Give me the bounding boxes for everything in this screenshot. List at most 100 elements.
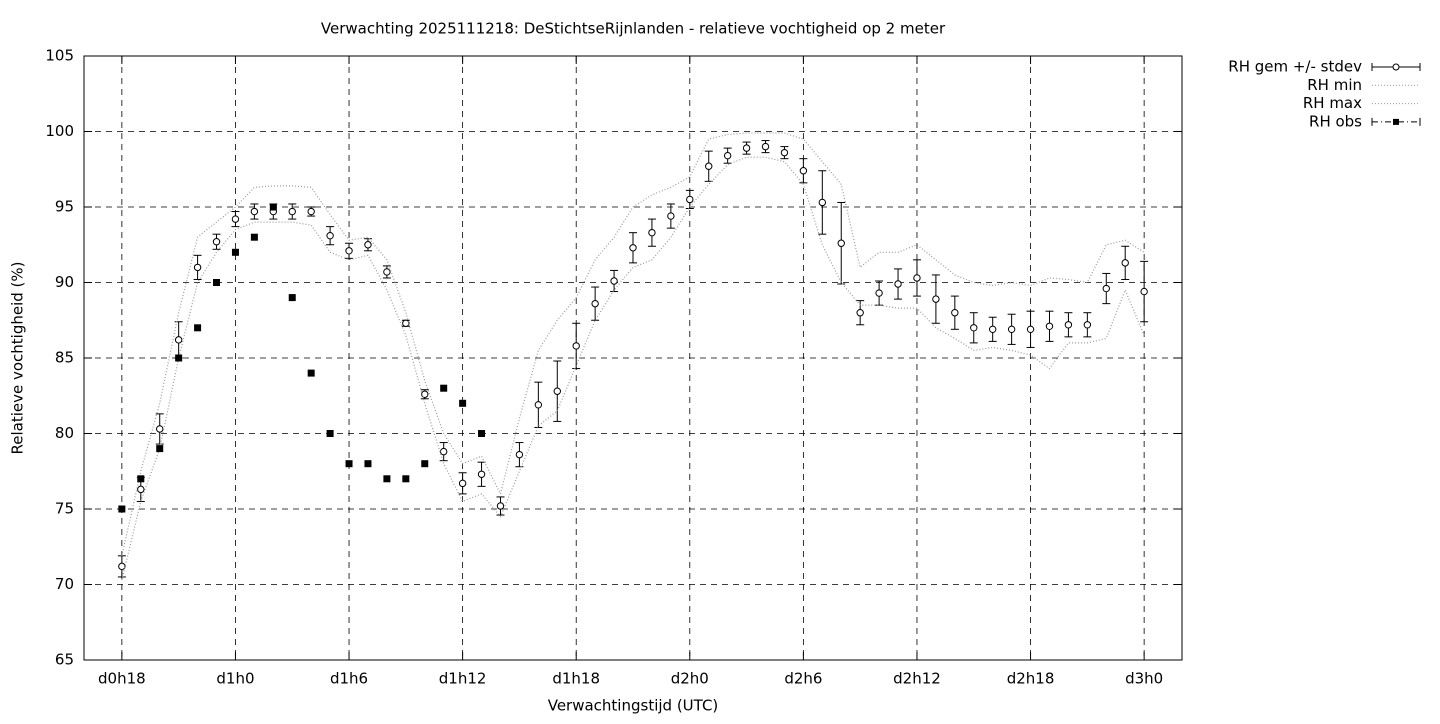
point (932, 295, 940, 303)
chart-title: Verwachting 2025111218: DeStichtseRijnla… (321, 20, 946, 38)
point (174, 336, 183, 344)
x-tick-label: d1h6 (330, 670, 368, 688)
point (440, 384, 448, 392)
x-tick-label: d2h18 (1007, 670, 1055, 688)
point (799, 167, 808, 175)
point (572, 342, 580, 350)
point (364, 460, 372, 468)
point (667, 212, 675, 220)
point (250, 207, 259, 216)
x-tick-label: d3h0 (1125, 670, 1163, 688)
point (118, 562, 126, 571)
point (383, 475, 391, 483)
point (421, 390, 429, 398)
point (288, 207, 296, 216)
x-tick-label: d1h0 (216, 670, 254, 688)
point (477, 470, 486, 478)
point (478, 430, 486, 437)
point (723, 151, 732, 160)
x-tick-label: d0h18 (98, 670, 146, 688)
y-tick-label: 80 (55, 424, 74, 442)
point (231, 215, 240, 223)
point (307, 207, 315, 216)
y-tick-label: 95 (55, 198, 74, 216)
point (780, 148, 789, 157)
y-axis-label: Relatieve vochtigheid (%) (9, 261, 27, 454)
y-tick-label: 65 (55, 651, 74, 669)
point (1007, 325, 1016, 334)
point (402, 319, 410, 327)
point (194, 324, 202, 332)
y-tick-label: 100 (45, 122, 74, 140)
point (193, 263, 202, 272)
legend-label: RH min (1307, 76, 1362, 94)
x-axis-label: Verwachtingstijd (UTC) (548, 697, 719, 715)
point (515, 450, 524, 459)
point (364, 241, 372, 249)
point (250, 233, 258, 241)
point (402, 475, 410, 483)
point (1140, 287, 1148, 296)
point (988, 325, 997, 334)
legend-label: RH max (1303, 94, 1362, 112)
point (156, 445, 164, 453)
point (137, 475, 145, 483)
point (118, 505, 126, 513)
point (970, 324, 978, 332)
point (288, 294, 296, 302)
x-tick-label: d2h12 (893, 670, 941, 688)
point (742, 144, 751, 152)
point (212, 238, 221, 246)
point (496, 502, 505, 510)
point (1121, 259, 1129, 267)
point (913, 274, 921, 282)
point (648, 228, 656, 237)
x-tick-label: d1h18 (552, 670, 600, 688)
point (1045, 322, 1054, 330)
point (421, 460, 429, 468)
legend-label: RH obs (1309, 112, 1362, 130)
point (553, 387, 561, 395)
plot-frame (83, 55, 1183, 661)
point (894, 280, 902, 288)
legend-sample (1392, 63, 1400, 71)
point (1083, 321, 1092, 329)
legend-label: RH gem +/- stdev (1228, 58, 1362, 76)
point (1064, 321, 1073, 329)
point (175, 354, 183, 362)
point (1102, 284, 1110, 293)
line (121, 132, 1145, 556)
point (856, 309, 864, 317)
point (1026, 325, 1035, 334)
point (459, 399, 467, 407)
x-tick-label: d1h12 (439, 670, 487, 688)
point (629, 244, 637, 252)
point (345, 247, 353, 255)
legend-sample (1393, 118, 1399, 125)
x-tick-label: d2h6 (784, 670, 822, 688)
point (686, 195, 694, 204)
y-tick-label: 85 (55, 349, 74, 367)
point (269, 203, 277, 211)
point (705, 162, 713, 170)
point (818, 198, 827, 207)
point (534, 401, 543, 409)
y-tick-label: 70 (55, 575, 74, 593)
point (326, 231, 334, 240)
point (761, 142, 770, 151)
x-tick-label: d2h0 (671, 670, 709, 688)
point (213, 279, 221, 286)
y-tick-label: 75 (55, 500, 74, 518)
point (156, 425, 164, 433)
y-tick-label: 90 (55, 273, 74, 291)
point (383, 268, 391, 276)
y-tick-label: 105 (45, 47, 74, 65)
point (875, 289, 883, 297)
point (345, 460, 353, 468)
point (837, 239, 845, 247)
point (231, 248, 239, 256)
point (610, 277, 618, 285)
point (591, 299, 599, 308)
point (137, 485, 145, 494)
